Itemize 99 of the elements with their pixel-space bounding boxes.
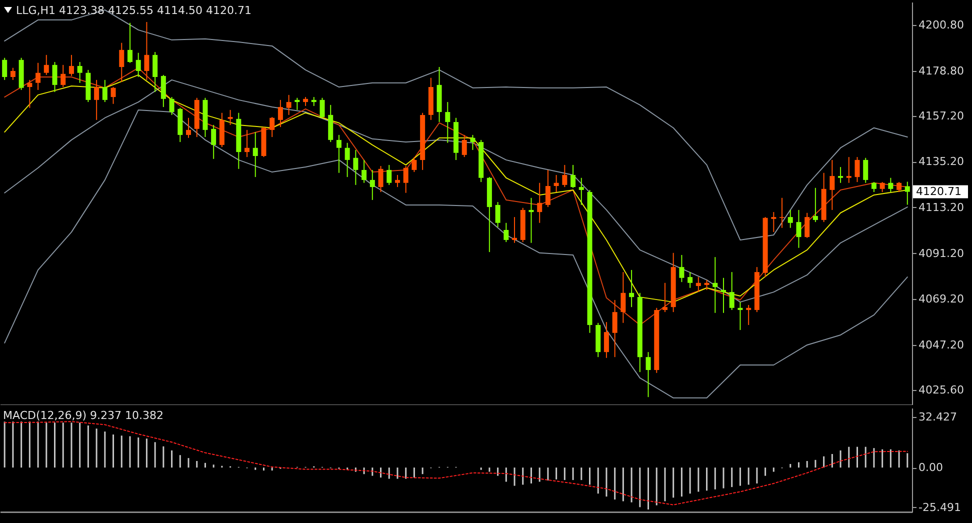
candlestick [880, 182, 885, 193]
candlestick [612, 299, 618, 358]
candlestick [863, 157, 868, 184]
candlestick [169, 96, 174, 116]
candlestick [771, 212, 776, 233]
candlestick [896, 182, 902, 193]
candlestick [27, 79, 32, 108]
candlestick [353, 149, 358, 186]
y-tick-label: 4200.80 [918, 18, 964, 32]
candlestick [746, 304, 752, 326]
candlestick [344, 142, 350, 178]
candlestick [68, 54, 74, 76]
candlestick [294, 97, 300, 110]
candlestick [252, 132, 258, 178]
candlestick [10, 67, 16, 80]
candlestick [270, 116, 275, 138]
candlestick [244, 129, 250, 158]
candlestick [629, 269, 634, 308]
candlestick [704, 279, 710, 290]
candlestick [36, 62, 41, 90]
candlestick [570, 164, 576, 188]
candlestick [386, 164, 392, 186]
candlestick [846, 156, 852, 184]
candlestick [679, 254, 684, 283]
y-tick-label: 4091.20 [918, 246, 964, 260]
candlestick [160, 74, 166, 108]
candlestick [445, 102, 450, 144]
y-tick-label: 4157.20 [918, 109, 964, 122]
y-tick-label: 4135.20 [918, 155, 964, 168]
candlestick [838, 166, 844, 184]
candlestick [545, 169, 550, 208]
candlestick [812, 187, 818, 223]
candlestick [378, 165, 384, 193]
candlestick [286, 94, 292, 116]
candlestick [620, 272, 626, 324]
candlestick [512, 216, 518, 244]
candlestick [412, 156, 417, 173]
chart-title: LLG,H1 4123.38 4125.55 4114.50 4120.71 [16, 4, 252, 17]
y-tick-label: 4178.80 [918, 64, 964, 78]
candlestick [662, 282, 668, 313]
candlestick [888, 177, 894, 193]
candlestick [152, 52, 158, 93]
chart-title: MACD(12,26,9) 9.237 10.382 [3, 409, 164, 422]
candlestick [470, 134, 476, 150]
candlestick [403, 165, 408, 194]
candlestick [186, 117, 191, 138]
candlestick [336, 134, 342, 174]
candlestick [537, 182, 542, 224]
candlestick [696, 276, 701, 293]
y-tick-label: 0.00 [918, 461, 943, 474]
candlestick [52, 62, 58, 93]
y-tick-label: 4047.20 [918, 338, 964, 352]
candlestick [830, 159, 835, 210]
candlestick [854, 156, 860, 183]
candlestick [102, 79, 108, 103]
y-tick-label: 4069.20 [918, 292, 964, 306]
candlestick [462, 134, 467, 158]
candlestick [278, 99, 283, 128]
candlestick [211, 124, 216, 160]
candlestick [144, 22, 150, 80]
candlestick [370, 169, 375, 200]
candlestick [495, 202, 500, 228]
candlestick [780, 197, 785, 228]
candlestick [688, 272, 693, 288]
candlestick [738, 302, 743, 330]
candlestick [228, 109, 233, 126]
y-tick-label: -25.491 [918, 500, 961, 514]
candlestick [646, 352, 651, 398]
candlestick [77, 62, 82, 84]
candlestick [127, 22, 132, 64]
y-tick-label: 4025.60 [918, 383, 964, 396]
candlestick [394, 174, 400, 188]
candlestick [2, 57, 8, 80]
candlestick [904, 181, 910, 206]
candlestick [60, 64, 66, 88]
candlestick [119, 42, 124, 83]
candlestick [604, 322, 609, 358]
candlestick [788, 209, 793, 228]
y-tick-label: 32.427 [918, 410, 957, 424]
candlestick [94, 79, 100, 120]
candlestick [110, 86, 116, 104]
y-tick-label: 4113.20 [918, 200, 964, 214]
candlestick [44, 54, 49, 76]
candlestick [578, 177, 584, 206]
candlestick [136, 52, 141, 78]
candlestick [871, 182, 876, 193]
candlestick [528, 197, 534, 244]
candlestick [320, 97, 325, 118]
candlestick [804, 212, 810, 238]
candlestick [796, 209, 802, 248]
candlestick [562, 164, 568, 188]
line-series [4, 421, 908, 506]
candlestick [729, 272, 734, 310]
candlestick [504, 222, 509, 243]
candlestick [712, 256, 718, 314]
candlestick [362, 159, 367, 184]
candlestick [554, 174, 559, 193]
candlestick [721, 277, 726, 314]
ref-line-label: 4120.71 [916, 184, 962, 198]
